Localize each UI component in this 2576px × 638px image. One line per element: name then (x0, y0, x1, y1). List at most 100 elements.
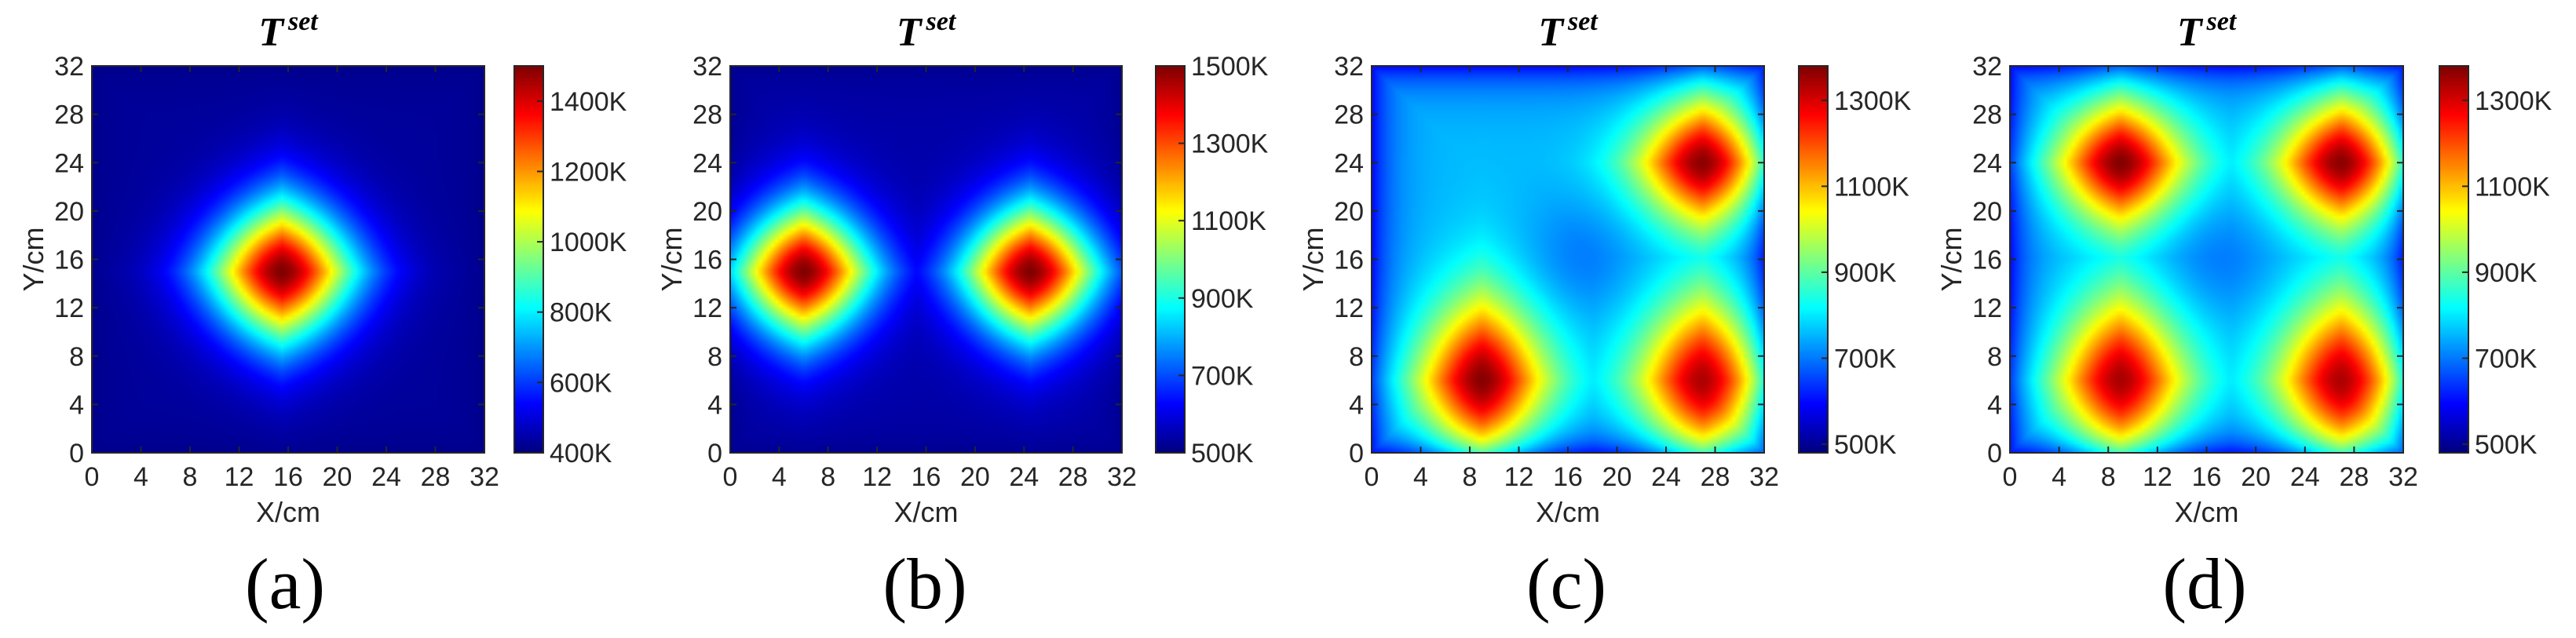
colorbar-gradient (514, 66, 543, 453)
colorbar-tick-label: 800K (550, 298, 612, 328)
y-tick-label: 8 (707, 342, 722, 372)
y-tick-label: 12 (1334, 293, 1364, 323)
colorbar-tick-label: 1300K (1834, 86, 1912, 116)
x-tick-label: 20 (2241, 462, 2271, 492)
x-tick-label: 28 (421, 462, 451, 492)
y-tick-label: 0 (707, 439, 722, 468)
y-tick-label: 12 (1972, 293, 2002, 323)
panel-label: (a) (245, 544, 325, 624)
x-tick-label: 16 (273, 462, 303, 492)
plot-title-superscript: set (2205, 7, 2237, 36)
heatmap-image (92, 66, 484, 453)
y-tick-label: 4 (707, 390, 722, 420)
y-tick-label: 24 (54, 148, 84, 178)
x-tick-label: 32 (470, 462, 499, 492)
x-tick-label: 32 (2388, 462, 2418, 492)
y-tick-label: 16 (54, 246, 84, 275)
heatmap-panel-d: 0 4 8 12 16 20 24 28 32 0 4 8 12 16 20 24 28 32 X/cm Y/cm T s… (1935, 7, 2552, 624)
x-axis-label: X/cm (256, 496, 320, 528)
y-tick-label: 16 (1334, 246, 1364, 275)
plot-title-superscript: set (1567, 7, 1599, 36)
x-tick-label: 24 (1009, 462, 1039, 492)
colorbar-tick-label: 1500K (1191, 52, 1269, 82)
colorbar-tick-label: 500K (1191, 439, 1254, 468)
x-tick-label: 20 (960, 462, 990, 492)
colorbar-tick-label: 700K (2475, 344, 2538, 374)
y-tick-label: 4 (1349, 390, 1364, 420)
x-tick-label: 4 (133, 462, 148, 492)
y-tick-label: 12 (692, 293, 722, 323)
heatmap-panel-b: 0 4 8 12 16 20 24 28 32 0 4 8 12 16 20 24 28 32 X/cm Y/cm T s… (656, 7, 1269, 624)
colorbar-tick-label: 900K (2475, 258, 2538, 288)
y-tick-label: 28 (1334, 100, 1364, 130)
colorbar: 500K 700K 900K 1100K 1300K (2439, 65, 2552, 460)
y-tick-label: 20 (692, 197, 722, 227)
colorbar-tick-label: 900K (1834, 258, 1897, 288)
y-tick-label: 20 (54, 197, 84, 227)
x-tick-label: 12 (862, 462, 892, 492)
x-tick-label: 32 (1749, 462, 1779, 492)
x-tick-label: 0 (2003, 462, 2018, 492)
y-tick-label: 4 (69, 390, 84, 420)
colorbar-tick-label: 900K (1191, 284, 1254, 314)
y-tick-label: 32 (1334, 52, 1364, 82)
colorbar-tick-label: 1300K (1191, 129, 1269, 159)
y-tick-label: 8 (1349, 342, 1364, 372)
x-tick-label: 4 (1413, 462, 1428, 492)
colorbar-frame (513, 65, 544, 454)
colorbar-tick-label: 600K (550, 368, 612, 398)
plot-title-superscript: set (925, 7, 956, 36)
plot-title-main: T (897, 10, 923, 55)
y-axis-label: Y/cm (17, 227, 49, 291)
y-tick-label: 32 (1972, 52, 2002, 82)
x-tick-label: 8 (1463, 462, 1478, 492)
y-tick-label: 4 (1987, 390, 2002, 420)
x-tick-label: 20 (323, 462, 353, 492)
x-tick-label: 0 (85, 462, 100, 492)
panel-label: (b) (882, 544, 966, 624)
y-tick-label: 8 (1987, 342, 2002, 372)
colorbar-tick-label: 1100K (1191, 206, 1266, 236)
y-tick-label: 8 (69, 342, 84, 372)
colorbar-tick-label: 700K (1191, 361, 1254, 391)
y-tick-label: 20 (1972, 197, 2002, 227)
heatmap-panel-a: 0 4 8 12 16 20 24 28 32 0 4 8 12 16 20 24 28 32 X/cm Y/cm T s… (17, 7, 627, 624)
x-tick-label: 24 (371, 462, 401, 492)
x-tick-label: 4 (772, 462, 787, 492)
x-axis-label: X/cm (1536, 496, 1600, 528)
x-tick-label: 32 (1107, 462, 1137, 492)
x-tick-label: 28 (1701, 462, 1730, 492)
colorbar-tick-label: 1200K (550, 157, 627, 187)
colorbar: 500K 700K 900K 1100K 1300K 1500K (1155, 52, 1269, 468)
x-tick-label: 28 (2339, 462, 2369, 492)
plot-title-main: T (258, 10, 285, 55)
y-axis-label: Y/cm (1297, 227, 1329, 291)
y-tick-label: 16 (1972, 246, 2002, 275)
colorbar-tick-label: 400K (550, 439, 612, 468)
colorbar-frame (1798, 65, 1829, 454)
colorbar-gradient (1156, 66, 1185, 453)
colorbar-frame (2439, 65, 2469, 454)
y-tick-label: 24 (1972, 148, 2002, 178)
colorbar-frame (1155, 65, 1186, 454)
heatmap-image (2010, 66, 2403, 453)
x-tick-label: 16 (1553, 462, 1583, 492)
y-tick-label: 0 (1987, 439, 2002, 468)
x-tick-label: 20 (1602, 462, 1632, 492)
panel-label: (c) (1526, 544, 1606, 624)
heatmap-panel-c: 0 4 8 12 16 20 24 28 32 0 4 8 12 16 20 24 28 32 X/cm Y/cm T s… (1297, 7, 1912, 624)
x-tick-label: 0 (723, 462, 738, 492)
x-tick-label: 24 (1651, 462, 1681, 492)
x-tick-label: 12 (1504, 462, 1534, 492)
colorbar: 500K 700K 900K 1100K 1300K (1798, 65, 1912, 460)
y-tick-label: 28 (1972, 100, 2002, 130)
x-tick-label: 12 (2143, 462, 2172, 492)
y-tick-label: 24 (692, 148, 722, 178)
x-tick-label: 8 (820, 462, 835, 492)
x-tick-label: 28 (1058, 462, 1088, 492)
y-tick-label: 12 (54, 293, 84, 323)
